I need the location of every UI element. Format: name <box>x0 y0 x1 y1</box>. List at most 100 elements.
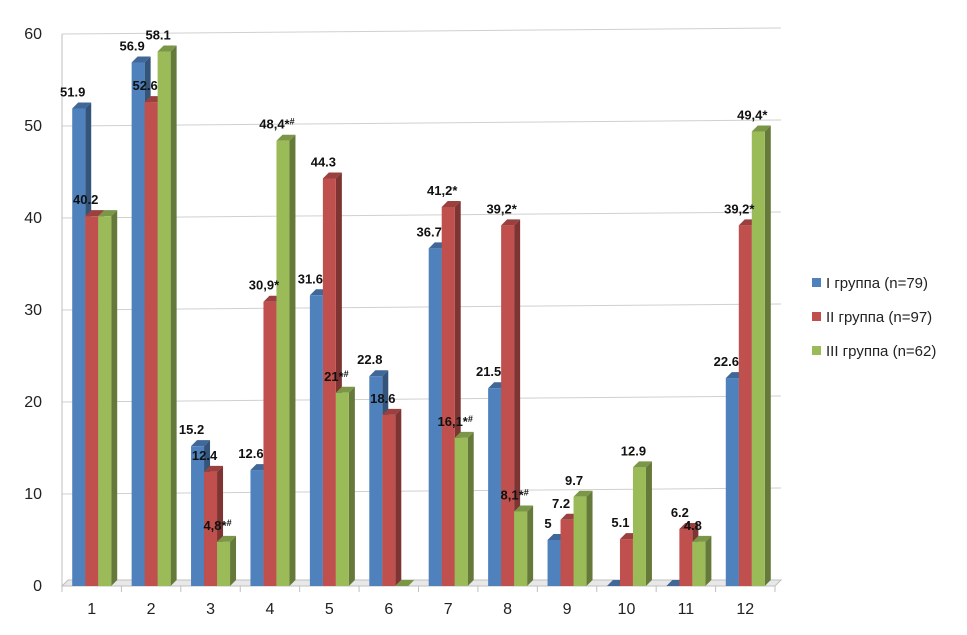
bar <box>751 125 771 587</box>
bar-side <box>514 219 521 587</box>
legend-label: I группа (n=79) <box>826 275 928 292</box>
bar <box>276 134 296 586</box>
bar <box>692 535 712 586</box>
bar-front <box>725 378 739 586</box>
bar-top <box>72 102 92 109</box>
bar-front <box>144 102 158 586</box>
legend-item: II группа (n=97) <box>812 309 932 326</box>
bar <box>514 505 534 586</box>
bar-side <box>289 134 296 586</box>
data-label: 58.1 <box>145 27 170 42</box>
bar-side <box>395 408 402 586</box>
bar-top <box>217 535 237 542</box>
data-label: 56.9 <box>119 39 144 54</box>
data-label: 12.6 <box>238 446 263 461</box>
gridline <box>61 303 782 311</box>
bar-front <box>217 541 231 586</box>
y-tick-label: 40 <box>24 210 42 227</box>
bar-side <box>764 125 771 587</box>
data-label: 30,9* <box>249 278 280 293</box>
bar-front <box>309 295 323 586</box>
data-label: 5.1 <box>611 515 629 530</box>
bar-front <box>85 216 99 586</box>
bar-side <box>170 45 177 587</box>
bar-top <box>157 45 177 52</box>
bar-top <box>692 535 712 542</box>
bar-side <box>527 505 534 586</box>
data-label: 4,8*# <box>203 518 231 533</box>
y-tick-label: 10 <box>24 486 42 503</box>
data-label: 9.7 <box>565 473 583 488</box>
bar-front <box>382 414 396 586</box>
bar-front <box>322 178 336 586</box>
bar-front <box>428 248 442 587</box>
data-label: 31.6 <box>298 271 323 286</box>
bar <box>217 535 237 586</box>
bar-front <box>441 206 455 586</box>
data-label: 21*# <box>324 369 349 384</box>
data-label: 22.8 <box>357 352 382 367</box>
bar-top <box>573 490 593 497</box>
bar-top <box>395 580 415 586</box>
data-labels: 51.9 56.9 15.2 12.6 31.6 22.8 36.7 21.5 5 22.6 40.… <box>60 27 768 532</box>
bar-front <box>692 541 706 586</box>
x-tick-label: 3 <box>206 601 215 618</box>
legend-label: II группа (n=97) <box>826 309 932 326</box>
bar-front <box>514 511 528 586</box>
legend-item: III группа (n=62) <box>812 343 936 360</box>
bar <box>501 219 521 587</box>
bar <box>395 580 415 586</box>
bar <box>98 210 118 586</box>
bar <box>632 461 652 586</box>
bar-top <box>322 172 342 179</box>
legend-item: I группа (n=79) <box>812 275 928 292</box>
bars <box>72 45 771 587</box>
bar-top <box>335 386 355 393</box>
bar-front <box>369 376 383 586</box>
bar-top <box>679 522 699 529</box>
bar-top <box>85 210 105 217</box>
data-label: 39,2* <box>486 201 517 216</box>
bar-front <box>263 301 277 586</box>
bar-top <box>751 125 771 132</box>
data-label: 21.5 <box>476 364 501 379</box>
bar-front <box>335 392 349 586</box>
x-tick-label: 6 <box>384 601 393 618</box>
x-tick-label: 7 <box>444 601 453 618</box>
bar-top <box>276 134 296 141</box>
data-label: 8,1*# <box>501 487 529 502</box>
data-label: 16,1*# <box>438 414 473 429</box>
bar <box>454 431 474 586</box>
x-tick-label: 12 <box>736 601 754 618</box>
bar-top <box>191 440 211 447</box>
bar-top <box>454 431 474 438</box>
bar-front <box>560 519 574 586</box>
data-label: 52.6 <box>132 78 157 93</box>
bar <box>382 408 402 586</box>
legend-label: III группа (n=62) <box>826 343 936 360</box>
legend-swatch <box>812 346 821 355</box>
data-label: 7.2 <box>552 496 570 511</box>
bar-front <box>751 131 765 586</box>
bar-side <box>467 431 474 586</box>
bar-side <box>230 535 237 586</box>
bar-front <box>98 216 112 586</box>
legend-swatch <box>812 278 821 287</box>
bar-front <box>454 437 468 586</box>
gridline <box>61 119 782 127</box>
bar-side <box>111 210 118 586</box>
data-label: 51.9 <box>60 85 85 100</box>
bar-top <box>632 461 652 468</box>
x-tick-label: 4 <box>266 601 275 618</box>
x-tick-label: 2 <box>147 601 156 618</box>
gridline <box>61 487 782 495</box>
bar-front <box>738 225 752 587</box>
bar-front <box>619 539 633 586</box>
data-label: 6.2 <box>671 505 689 520</box>
bar-front <box>573 496 587 586</box>
bar-front <box>276 140 290 586</box>
data-label: 5 <box>544 516 551 531</box>
y-tick-label: 50 <box>24 118 42 135</box>
y-tick-label: 0 <box>33 578 42 595</box>
